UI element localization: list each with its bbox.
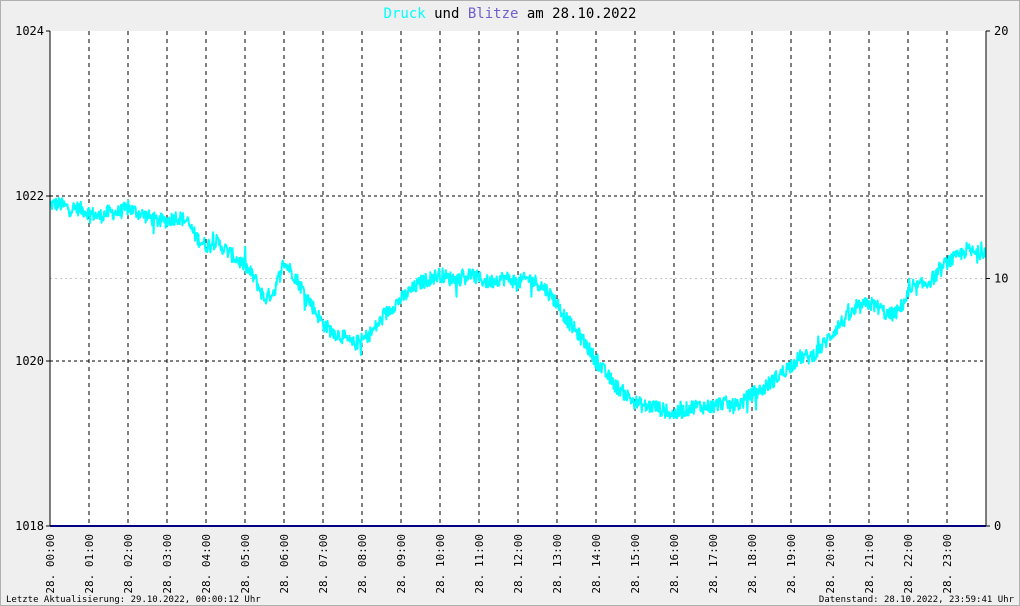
y-left-tick-label: 1022 bbox=[15, 189, 44, 203]
x-tick-label: 28. 22:00 bbox=[902, 534, 915, 594]
y-left-tick-label: 1024 bbox=[15, 24, 44, 38]
x-tick-label: 28. 18:00 bbox=[746, 534, 759, 594]
grid bbox=[50, 31, 986, 526]
x-tick-label: 28. 09:00 bbox=[395, 534, 408, 594]
tick-labels: 1024 1022 1020 1018 20 10 0 28. 00:00 28. 01:00 2… bbox=[15, 24, 1008, 594]
title-space-2 bbox=[518, 6, 526, 22]
title-druck: Druck bbox=[384, 6, 427, 22]
title-blitze: Blitze bbox=[468, 6, 519, 22]
x-tick-label: 28. 14:00 bbox=[590, 534, 603, 594]
x-tick-label: 28. 06:00 bbox=[278, 534, 291, 594]
x-tick-label: 28. 10:00 bbox=[434, 534, 447, 594]
axes bbox=[46, 30, 990, 527]
x-tick-label: 28. 04:00 bbox=[200, 534, 213, 594]
x-tick-label: 28. 20:00 bbox=[824, 534, 837, 594]
x-tick-label: 28. 19:00 bbox=[785, 534, 798, 594]
y-right-tick-label: 20 bbox=[994, 24, 1008, 38]
x-tick-label: 28. 11:00 bbox=[473, 534, 486, 594]
chart-title: Druck und Blitze am 28.10.2022 bbox=[384, 6, 637, 22]
x-tick-label: 28. 15:00 bbox=[629, 534, 642, 594]
title-und bbox=[426, 6, 434, 22]
title-date: am 28.10.2022 bbox=[527, 6, 637, 22]
x-tick-label: 28. 08:00 bbox=[356, 534, 369, 594]
x-tick-label: 28. 21:00 bbox=[863, 534, 876, 594]
x-tick-label: 28. 05:00 bbox=[239, 534, 252, 594]
y-right-tick-label: 10 bbox=[994, 272, 1008, 286]
x-tick-label: 28. 16:00 bbox=[668, 534, 681, 594]
y-right-tick-label: 0 bbox=[994, 519, 1001, 533]
x-tick-label: 28. 07:00 bbox=[317, 534, 330, 594]
x-tick-label: 28. 00:00 bbox=[44, 534, 57, 594]
x-tick-label: 28. 17:00 bbox=[707, 534, 720, 594]
footer-last-update: Letzte Aktualisierung: 29.10.2022, 00:00… bbox=[6, 595, 261, 605]
title-space bbox=[459, 6, 467, 22]
footer-data-status: Datenstand: 28.10.2022, 23:59:41 Uhr bbox=[819, 595, 1015, 605]
y-left-tick-label: 1020 bbox=[15, 354, 44, 368]
x-tick-label: 28. 23:00 bbox=[941, 534, 954, 594]
title-und-word: und bbox=[434, 6, 459, 22]
x-tick-label: 28. 03:00 bbox=[161, 534, 174, 594]
series-druck-line bbox=[49, 197, 987, 420]
y-left-tick-label: 1018 bbox=[15, 519, 44, 533]
x-tick-label: 28. 12:00 bbox=[512, 534, 525, 594]
x-tick-label: 28. 01:00 bbox=[83, 534, 96, 594]
x-tick-label: 28. 02:00 bbox=[122, 534, 135, 594]
series-layer bbox=[49, 197, 987, 527]
x-tick-label: 28. 13:00 bbox=[551, 534, 564, 594]
